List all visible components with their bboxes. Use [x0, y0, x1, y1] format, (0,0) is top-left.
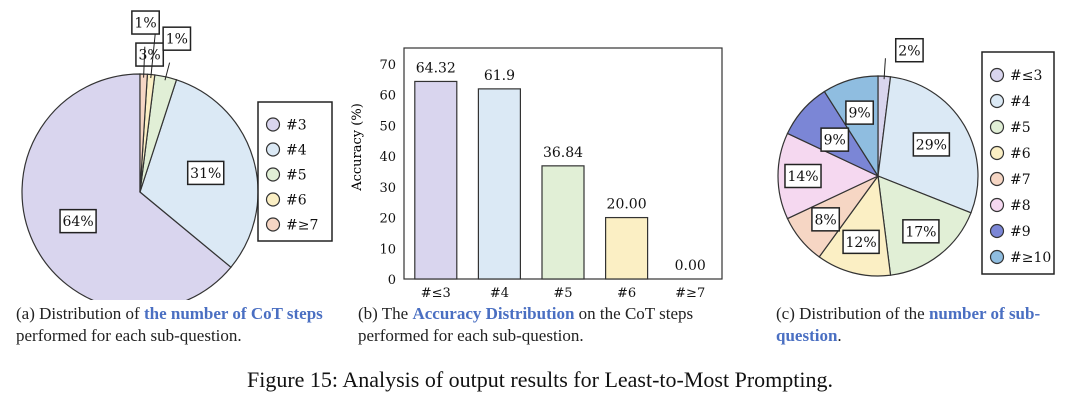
bar [541, 165, 585, 280]
bar-value-label: 61.9 [484, 68, 515, 84]
pie-a-value-label: 1% [131, 10, 160, 35]
pie-c-legend-label: #4 [1010, 94, 1031, 110]
pie-c-value-label: 9% [820, 127, 850, 152]
pie-c-legend-label: #9 [1010, 224, 1031, 240]
svg-text:17%: 17% [905, 224, 936, 240]
svg-text:29%: 29% [916, 137, 947, 153]
svg-text:1%: 1% [134, 16, 156, 32]
pie-c-legend-label: #7 [1010, 172, 1031, 188]
pie-c-legend-marker [989, 249, 1005, 265]
pie-c-value-label: 12% [842, 229, 880, 255]
svg-text:31%: 31% [190, 166, 221, 182]
bar [477, 88, 521, 280]
svg-text:2%: 2% [898, 43, 920, 59]
pie-a-leader-line [143, 46, 146, 78]
pie-chart-sub-questions: 2% 29% 17% 12% 8% 14% 9%9% #≤3 #4 #5 #6 #7 #8 #9 #≥10 [777, 37, 1055, 277]
pie-a-value-label: 1% [162, 26, 192, 51]
caption-b: (b) The Accuracy Distribution on the CoT… [358, 304, 694, 345]
svg-text:9%: 9% [848, 106, 870, 122]
pie-c-value-label: 2% [894, 37, 924, 63]
caption-c: (c) Distribution of the number of sub-qu… [776, 304, 1041, 345]
pie-a-legend-label: #3 [286, 118, 307, 134]
svg-text:64%: 64% [63, 214, 94, 230]
svg-text:9%: 9% [824, 133, 846, 149]
svg-text:1%: 1% [166, 32, 188, 48]
bar-value-label: 64.32 [416, 60, 456, 76]
pie-c-slice [777, 132, 880, 220]
pie-a-legend-marker [265, 192, 281, 207]
y-axis-label: Accuracy (%) [350, 103, 365, 192]
pie-a-slice [21, 73, 232, 300]
bar-chart-accuracy: Accuracy (%) 0 10 20 30 40 50 60 70 64.32 #≤3 61.… [350, 47, 723, 301]
pie-c-legend-marker [989, 223, 1005, 239]
pie-a-legend-label: #≥7 [286, 218, 318, 234]
bar-value-label: 0.00 [675, 258, 706, 274]
figure-caption: Figure 15: Analysis of output results fo… [246, 367, 834, 392]
svg-text:3%: 3% [138, 48, 160, 64]
bar [414, 80, 458, 280]
y-tick-label: 60 [379, 89, 396, 104]
pie-c-legend-marker [989, 197, 1005, 213]
pie-a-value-label: 64% [59, 208, 97, 234]
caption-a: (a) Distribution of the number of CoT st… [16, 304, 323, 345]
bar-value-label: 36.84 [543, 145, 583, 161]
pie-c-value-label: 9% [845, 100, 875, 125]
pie-a-legend-marker [265, 117, 281, 132]
pie-a-legend-marker [265, 217, 281, 232]
pie-chart-cot-steps: 64% 31% 3% 1% 1% #3 #4 #5 #6 #≥7 [21, 10, 333, 300]
pie-a-legend-label: #5 [286, 168, 307, 184]
pie-c-value-label: 17% [902, 219, 940, 244]
bar [605, 216, 649, 280]
pie-c-leader-line [883, 58, 886, 80]
pie-c-legend-label: #6 [1010, 146, 1031, 162]
pie-c-legend-frame [981, 51, 1055, 275]
y-tick-label: 0 [388, 273, 396, 288]
svg-text:14%: 14% [787, 169, 818, 185]
svg-text:12%: 12% [846, 235, 877, 251]
pie-c-legend-marker [989, 93, 1005, 109]
pie-c-legend-label: #5 [1010, 120, 1031, 136]
pie-a-legend-marker [265, 142, 281, 157]
pie-c-legend-marker [989, 171, 1005, 187]
y-tick-label: 10 [379, 242, 396, 257]
y-tick-label: 40 [379, 150, 396, 165]
pie-c-value-label: 14% [784, 163, 822, 189]
y-tick-label: 50 [379, 119, 396, 134]
x-tick-label: #6 [617, 286, 636, 301]
svg-text:8%: 8% [814, 212, 836, 228]
pie-c-legend-marker [989, 145, 1005, 161]
bar-value-label: 20.00 [607, 197, 647, 213]
y-tick-label: 70 [379, 58, 396, 73]
pie-c-legend-label: #8 [1010, 198, 1031, 214]
pie-c-value-label: 8% [811, 207, 841, 232]
pie-a-legend-label: #6 [286, 193, 307, 209]
y-tick-label: 20 [379, 212, 396, 227]
x-tick-label: #5 [553, 286, 572, 301]
pie-c-legend-marker [989, 119, 1005, 135]
x-tick-label: #≥7 [675, 286, 705, 301]
pie-a-leader-line [164, 62, 171, 81]
x-tick-label: #4 [490, 286, 509, 301]
pie-c-value-label: 29% [912, 132, 951, 157]
pie-a-legend-label: #4 [286, 143, 307, 159]
y-tick-label: 30 [379, 181, 396, 196]
pie-a-value-label: 3% [135, 42, 165, 67]
pie-a-value-label: 31% [186, 160, 225, 186]
pie-c-legend-label: #≥10 [1010, 250, 1051, 266]
x-tick-label: #≤3 [421, 286, 451, 301]
pie-c-legend-label: #≤3 [1010, 68, 1042, 84]
pie-a-legend-marker [265, 167, 281, 182]
pie-a-leader-line [150, 30, 157, 79]
pie-c-legend-marker [989, 67, 1005, 83]
